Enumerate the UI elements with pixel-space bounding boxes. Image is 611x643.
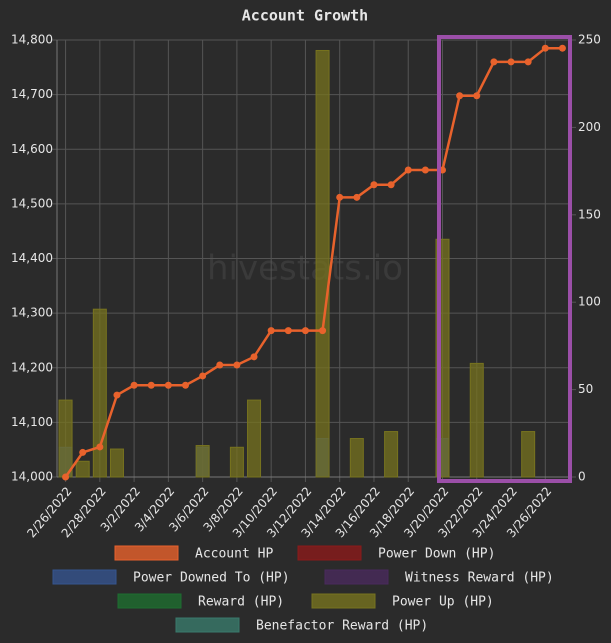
y2-tick-label: 250 (578, 33, 601, 47)
point (490, 58, 498, 66)
legend-swatch (114, 545, 179, 561)
y-tick-label: 14,300 (11, 306, 53, 320)
point (79, 448, 87, 456)
point (216, 361, 224, 369)
point (130, 381, 138, 389)
point (336, 193, 344, 201)
point (96, 443, 104, 451)
bar (109, 448, 124, 478)
y2-tick-label: 50 (578, 382, 593, 396)
legend-swatch (324, 569, 389, 585)
bar (92, 308, 107, 478)
highlight-box (437, 35, 572, 483)
y2-tick-label: 150 (578, 207, 601, 221)
bar (349, 438, 364, 478)
point (250, 353, 258, 361)
point (113, 391, 121, 399)
point (370, 181, 378, 189)
point (558, 44, 566, 52)
legend-swatch (52, 569, 117, 585)
legend: Account HP Power Down (HP) Power Downed To… (52, 545, 554, 634)
point (507, 58, 515, 66)
y-tick-label: 14,400 (11, 251, 53, 265)
legend-swatch (175, 617, 240, 633)
y2-tick-label: 0 (578, 470, 586, 484)
point (199, 372, 207, 380)
legend-label: Power Up (HP) (392, 595, 494, 610)
point (164, 381, 172, 389)
bar (58, 399, 73, 478)
bar (195, 445, 210, 478)
point (473, 92, 481, 100)
bar (315, 49, 330, 478)
legend-swatch (297, 545, 362, 561)
legend-label: Witness Reward (HP) (405, 571, 554, 586)
y2-tick-label: 100 (578, 295, 601, 309)
legend-swatch (117, 593, 182, 609)
point (319, 327, 327, 335)
bar (469, 362, 484, 478)
chart-title: Account Growth (242, 7, 368, 25)
point (421, 166, 429, 174)
legend-label: Benefactor Reward (HP) (256, 619, 428, 634)
legend-label: Reward (HP) (198, 595, 284, 610)
bar (384, 431, 399, 478)
bar (247, 399, 262, 478)
y2-tick-label: 200 (578, 120, 601, 134)
point (456, 92, 464, 100)
bar (75, 460, 90, 478)
y-tick-label: 14,700 (11, 87, 53, 101)
point (62, 473, 70, 481)
point (404, 166, 412, 174)
point (387, 181, 395, 189)
point (541, 44, 549, 52)
bar (521, 431, 536, 478)
y-tick-label: 14,500 (11, 196, 53, 210)
bar (229, 446, 244, 478)
legend-label: Power Downed To (HP) (133, 571, 290, 586)
y-tick-label: 14,000 (11, 470, 53, 484)
point (524, 58, 532, 66)
point (284, 327, 292, 335)
point (182, 381, 189, 389)
point (233, 361, 241, 369)
point (353, 193, 361, 201)
y-tick-label: 14,800 (11, 33, 53, 47)
point (147, 381, 155, 389)
point (267, 327, 275, 335)
y-tick-label: 14,100 (11, 415, 53, 429)
legend-label: Power Down (HP) (378, 547, 495, 562)
y-tick-label: 14,200 (11, 360, 53, 374)
legend-label: Account HP (195, 547, 273, 562)
legend-swatch (311, 593, 376, 609)
point (301, 327, 309, 335)
y-tick-label: 14,600 (11, 142, 53, 156)
